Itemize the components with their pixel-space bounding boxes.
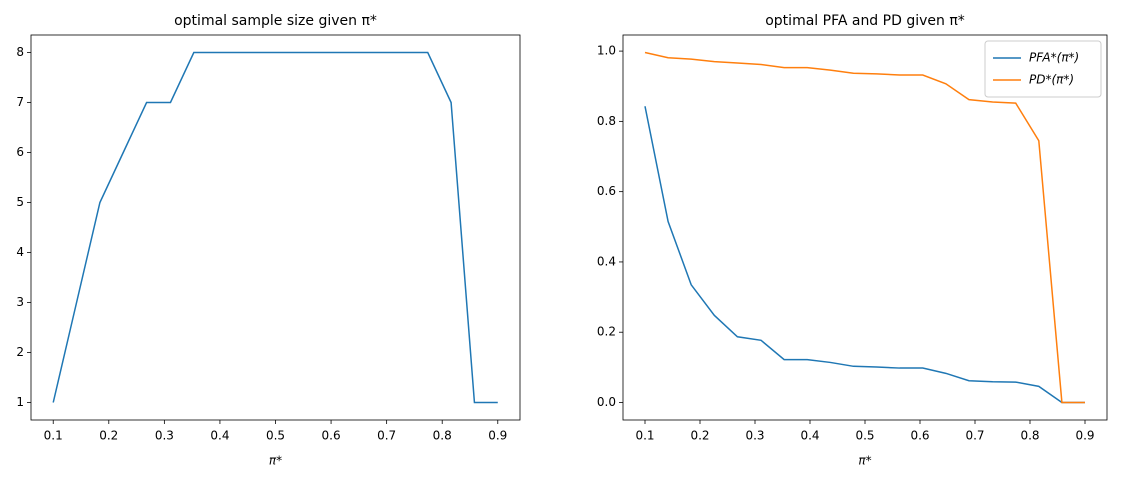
y-tick-label: 1	[16, 395, 24, 409]
y-tick-label: 1.0	[597, 44, 616, 58]
x-tick-label: 0.2	[690, 429, 709, 443]
x-axis-label: π*	[858, 454, 871, 468]
legend-label: PFA*(π*)	[1029, 51, 1079, 65]
y-tick-label: 4	[16, 245, 24, 259]
x-tick-label: 0.1	[635, 429, 654, 443]
y-tick-label: 0.6	[597, 184, 616, 198]
y-tick-label: 8	[16, 45, 24, 59]
x-tick-label: 0.6	[910, 429, 929, 443]
x-tick-label: 0.7	[377, 429, 396, 443]
legend-box	[984, 40, 1102, 98]
x-tick-label: 0.2	[99, 429, 118, 443]
x-tick-label: 0.6	[322, 429, 341, 443]
x-tick-label: 0.4	[210, 429, 229, 443]
data-line	[644, 51, 1085, 404]
data-line	[644, 106, 1085, 404]
x-tick-label: 0.8	[433, 429, 452, 443]
plot-frame	[622, 34, 1108, 421]
x-axis-label: π*	[269, 454, 282, 468]
chart-title: optimal sample size given π*	[174, 13, 377, 29]
plot-frame	[30, 34, 521, 421]
y-tick-label: 0.8	[597, 114, 616, 128]
legend-label: PD*(π*)	[1029, 73, 1074, 87]
x-tick-label: 0.3	[745, 429, 764, 443]
y-tick-label: 3	[16, 295, 24, 309]
y-tick-label: 0.0	[597, 395, 616, 409]
y-tick-label: 5	[16, 195, 24, 209]
x-tick-label: 0.5	[266, 429, 285, 443]
y-tick-label: 7	[16, 95, 24, 109]
y-tick-label: 0.4	[597, 254, 616, 268]
x-tick-label: 0.3	[155, 429, 174, 443]
x-tick-label: 0.9	[488, 429, 507, 443]
x-tick-label: 0.8	[1020, 429, 1039, 443]
x-tick-label: 0.1	[44, 429, 63, 443]
data-line	[52, 51, 498, 404]
chart-title: optimal PFA and PD given π*	[765, 13, 965, 29]
x-tick-label: 0.9	[1075, 429, 1094, 443]
y-tick-label: 2	[16, 345, 24, 359]
x-tick-label: 0.7	[965, 429, 984, 443]
x-tick-label: 0.5	[855, 429, 874, 443]
x-tick-label: 0.4	[800, 429, 819, 443]
y-tick-label: 0.2	[597, 325, 616, 339]
y-tick-label: 6	[16, 145, 24, 159]
